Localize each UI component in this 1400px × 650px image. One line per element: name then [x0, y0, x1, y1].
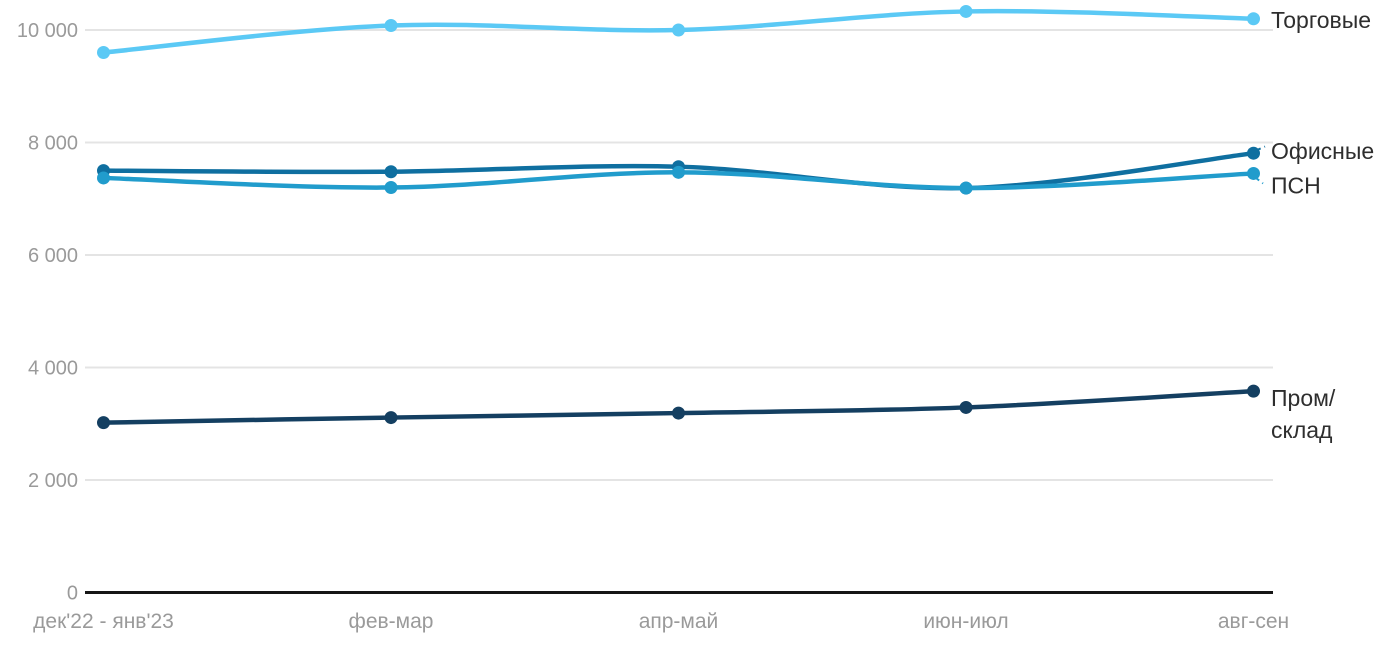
x-axis-tick-label: фев-мар [349, 610, 434, 633]
series-point[interactable] [384, 181, 398, 194]
x-axis-tick-label: авг-сен [1218, 610, 1289, 633]
series-point[interactable] [672, 406, 685, 420]
y-axis-tick-label: 0 [67, 583, 78, 605]
series-point[interactable] [384, 165, 398, 179]
series-end-label: Торговые [1271, 7, 1371, 33]
y-axis-tick-label: 2 000 [28, 470, 78, 492]
y-axis-tick-label: 6 000 [28, 245, 78, 267]
series-end-label: Пром/склад [1271, 385, 1336, 443]
label-connector [1256, 145, 1266, 151]
series-point[interactable] [672, 23, 685, 37]
series-point[interactable] [97, 416, 110, 430]
series-point[interactable] [97, 46, 110, 59]
series-point[interactable] [1247, 146, 1260, 160]
x-axis-tick-label: июн-июл [923, 610, 1008, 633]
y-axis-tick-label: 4 000 [28, 358, 78, 380]
label-connector [1255, 177, 1264, 185]
series-end-label: Офисные [1271, 138, 1374, 164]
series-end-label: ПСН [1271, 172, 1321, 198]
series-point[interactable] [384, 411, 398, 425]
series-point[interactable] [1247, 12, 1260, 26]
series-point[interactable] [959, 400, 973, 414]
y-axis-tick-label: 8 000 [28, 133, 78, 155]
series-point[interactable] [959, 181, 973, 195]
series-point[interactable] [1247, 384, 1260, 398]
x-axis-tick-label: дек'22 - янв'23 [33, 610, 174, 633]
series-point[interactable] [97, 171, 110, 185]
series-point[interactable] [672, 165, 685, 179]
y-axis-tick-label: 10 000 [17, 20, 78, 42]
series-point[interactable] [1247, 166, 1260, 180]
x-axis-tick-label: апр-май [639, 610, 719, 633]
series-point[interactable] [384, 19, 398, 32]
series-point[interactable] [959, 4, 973, 18]
